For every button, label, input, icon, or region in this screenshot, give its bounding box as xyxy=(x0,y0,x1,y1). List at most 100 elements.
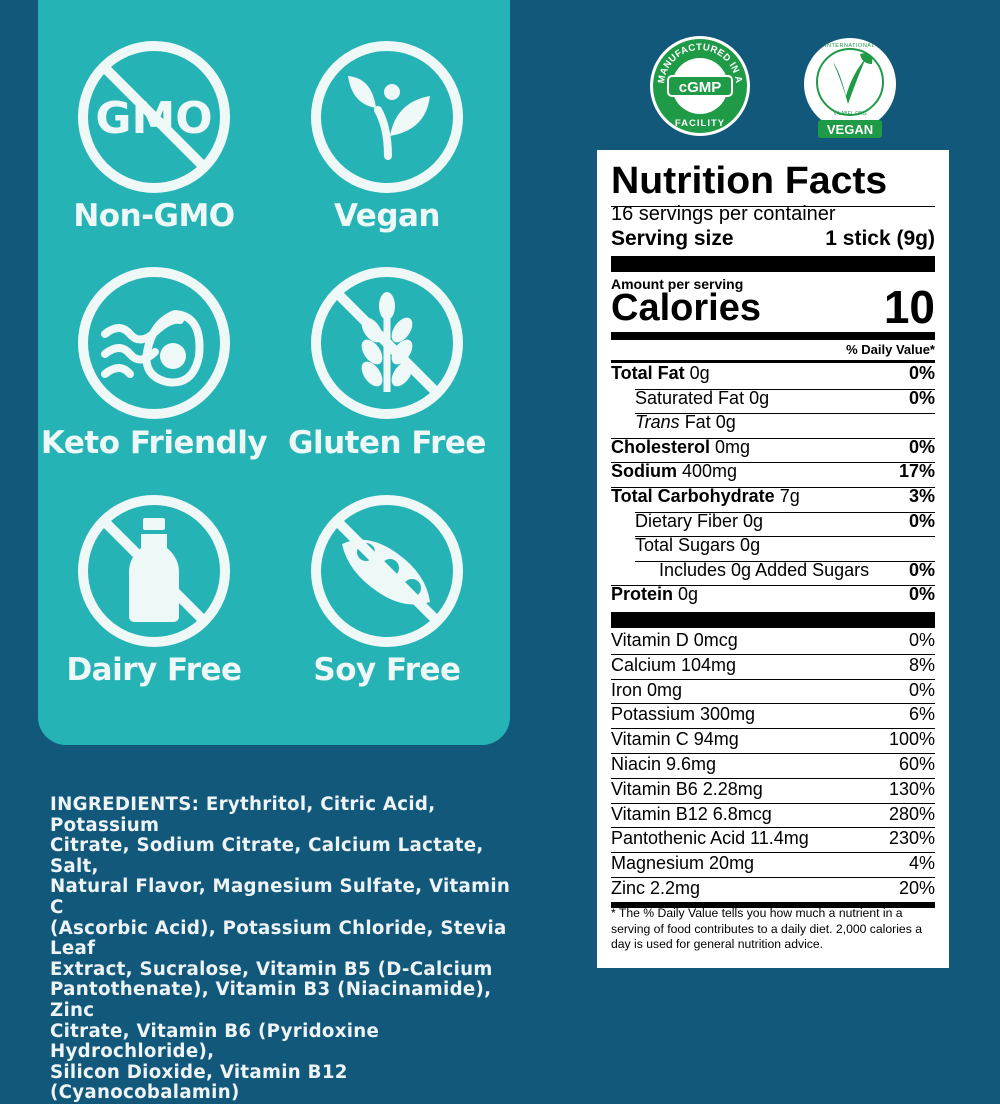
badge-label-keto: Keto Friendly xyxy=(40,425,268,461)
vitamin-row: Pantothenic Acid 11.4mg 230% xyxy=(611,828,935,849)
vitamin-divider xyxy=(611,777,935,779)
nutrient-dv: 0% xyxy=(908,584,935,605)
cgmp-center: cGMP xyxy=(679,79,722,96)
nutrient-amount: 0mg xyxy=(710,436,751,457)
nutrient-divider xyxy=(635,560,935,562)
no-soy-icon xyxy=(311,495,463,647)
nutrient-label: Total Fat xyxy=(611,363,685,383)
nutrient-name: Sodium 400mg xyxy=(611,461,737,482)
vitamin-name: Vitamin D 0mcg xyxy=(611,630,738,650)
nutrient-label: Dietary Fiber 0g xyxy=(635,510,764,531)
nutrient-label: Total Sugars 0g xyxy=(635,535,761,556)
vlabel-vegan: VEGAN xyxy=(827,122,873,137)
nutrient-dv: 3% xyxy=(908,486,935,506)
nutrient-amount: 400mg xyxy=(677,461,738,482)
vitamin-divider xyxy=(611,703,935,705)
vitamin-dv: 6% xyxy=(908,704,935,725)
nutrient-divider xyxy=(611,437,935,439)
nutrient-name: Saturated Fat 0g xyxy=(635,388,769,409)
vitamin-name: Iron 0mg xyxy=(611,679,683,700)
vlabel-arc-bottom: V-LABEL.ORG xyxy=(833,111,866,117)
vlabel-arc-top: INTERNATIONAL xyxy=(825,43,875,49)
vitamin-name: Magnesium 20mg xyxy=(611,853,755,874)
calories-value: 10 xyxy=(883,281,935,333)
serving-size-label: Serving size xyxy=(611,227,734,250)
nutrient-row: Dietary Fiber 0g 0% xyxy=(611,511,935,532)
nutrient-label: Sodium xyxy=(611,461,677,482)
vitamin-name: Vitamin B12 6.8mcg xyxy=(611,803,772,824)
vitamin-row: Magnesium 20mg 4% xyxy=(611,853,935,874)
no-gmo-icon: GMO xyxy=(78,41,230,193)
nutrient-divider xyxy=(635,413,935,415)
nutrient-dv: 0% xyxy=(908,559,935,580)
vitamin-row: Zinc 2.2mg 20% xyxy=(611,878,935,899)
vitamin-row: Vitamin D 0mcg 0% xyxy=(611,630,935,651)
nutrition-footnote: * The % Daily Value tells you how much a… xyxy=(611,906,922,951)
vitamin-dv: 0% xyxy=(908,630,935,650)
vitamin-dv: 130% xyxy=(888,778,935,799)
daily-value-header: % Daily Value* xyxy=(846,342,935,357)
vitamin-dv: 8% xyxy=(908,654,935,675)
amount-per-serving: Amount per serving xyxy=(611,276,744,292)
nutrient-dv: 17% xyxy=(898,461,935,482)
nutrient-name: Includes 0g Added Sugars xyxy=(659,560,869,581)
nutrient-label: Includes 0g Added Sugars xyxy=(659,559,870,580)
vitamin-divider xyxy=(611,852,935,854)
vitamin-row: Vitamin B12 6.8mcg 280% xyxy=(611,804,935,825)
cgmp-arc-bottom: FACILITY xyxy=(675,118,725,129)
nutrient-divider xyxy=(635,388,935,390)
nutrient-amount: 7g xyxy=(774,486,800,506)
vitamin-name: Pantothenic Acid 11.4mg xyxy=(611,828,809,849)
vitamin-dv: 230% xyxy=(888,828,935,849)
ingredients-line: Citrate, Vitamin B6 (Pyridoxine Hydrochl… xyxy=(50,1020,380,1063)
nutrient-row: Protein 0g 0% xyxy=(611,584,935,605)
badge-label-vegan: Vegan xyxy=(334,198,441,234)
vegan-vlabel-icon: INTERNATIONAL V-LABEL.ORG VEGAN xyxy=(804,38,896,138)
nutrient-row: Saturated Fat 0g 0% xyxy=(611,388,935,409)
nutrition-facts-panel: Nutrition Facts 16 servings per containe… xyxy=(597,150,949,968)
nutrient-row: Cholesterol 0mg 0% xyxy=(611,437,935,458)
nutrient-name: Dietary Fiber 0g xyxy=(635,511,763,532)
avocado-bacon-icon xyxy=(78,267,230,419)
vitamin-name: Potassium 300mg xyxy=(611,704,756,725)
calories-row: Calories 10 xyxy=(611,281,935,333)
vegan-plant-icon xyxy=(311,41,463,193)
nutrient-divider xyxy=(635,511,935,513)
nutrient-name: Total Fat 0g xyxy=(611,363,710,384)
no-wheat-icon xyxy=(311,267,463,419)
badge-label-soy: Soy Free xyxy=(313,652,461,688)
badge-label-gluten: Gluten Free xyxy=(288,425,486,461)
nutrient-dv: 0% xyxy=(908,363,935,383)
vitamin-row: Potassium 300mg 6% xyxy=(611,704,935,725)
nutrient-name: Trans Fat 0g xyxy=(635,412,736,433)
vitamin-name: Calcium 104mg xyxy=(611,654,737,675)
nutrient-label: Saturated Fat 0g xyxy=(635,387,770,408)
vitamin-row: Niacin 9.6mg 60% xyxy=(611,754,935,775)
nutrient-row: Sodium 400mg 17% xyxy=(611,461,935,482)
ingredients-line: Pantothenate), Vitamin B3 (Niacinamide),… xyxy=(50,979,492,1021)
ingredients-line: Erythritol, Citric Acid, Potassium xyxy=(50,794,436,836)
vitamin-name: Vitamin B6 2.28mg xyxy=(611,778,763,799)
ingredients-line: (Ascorbic Acid), Potassium Chloride, Ste… xyxy=(50,917,507,960)
nutrient-divider xyxy=(611,462,935,464)
vitamin-row: Vitamin C 94mg 100% xyxy=(611,729,935,750)
vitamin-row: Calcium 104mg 8% xyxy=(611,655,935,676)
calories-label: Calories xyxy=(611,287,761,329)
nutrient-label: Cholesterol xyxy=(611,436,711,457)
nutrient-dv: 0% xyxy=(908,436,935,457)
vitamin-dv: 100% xyxy=(888,729,935,750)
ingredients-line: Extract, Sucralose, Vitamin B5 (D-Calciu… xyxy=(50,958,493,980)
nutrient-name: Total Sugars 0g xyxy=(635,535,760,556)
nutrient-amount: Fat 0g xyxy=(679,412,736,433)
serving-size-value: 1 stick (9g) xyxy=(825,227,935,250)
vitamin-row: Vitamin B6 2.28mg 130% xyxy=(611,779,935,800)
vitamin-divider xyxy=(611,653,935,655)
nutrient-row: Total Sugars 0g xyxy=(611,535,935,556)
vitamin-dv: 0% xyxy=(908,679,935,700)
nutrient-row: Includes 0g Added Sugars 0% xyxy=(611,560,935,581)
ingredients-line: Silicon Dioxide, Vitamin B12 (Cyanocobal… xyxy=(50,1061,348,1104)
vitamin-divider xyxy=(611,802,935,804)
nutrient-dv: 0% xyxy=(908,510,935,531)
nutrient-row: Total Carbohydrate 7g 3% xyxy=(611,486,935,507)
vitamin-dv: 60% xyxy=(898,754,935,774)
